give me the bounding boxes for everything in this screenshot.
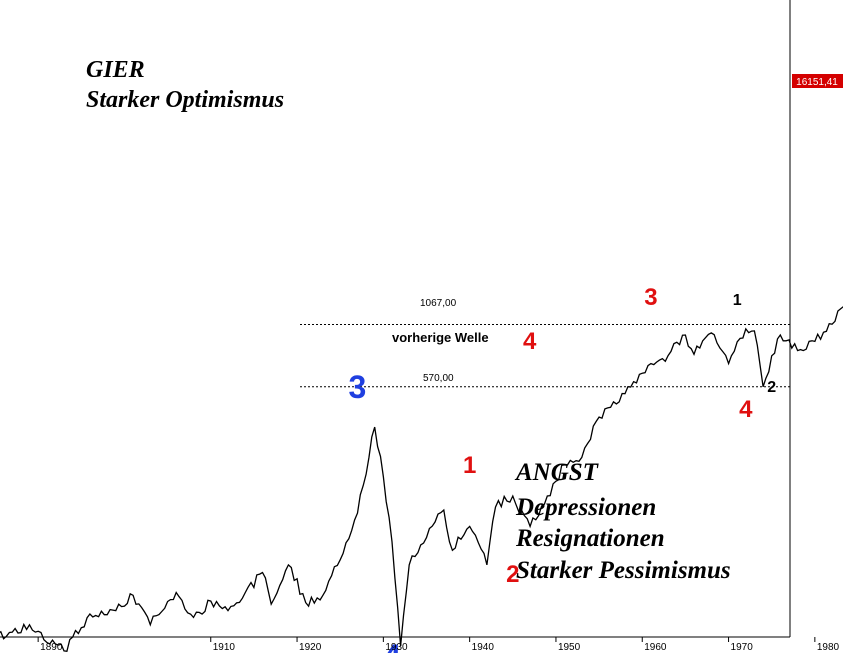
x-tick-label: 1910	[213, 642, 236, 653]
wave-label: 3	[349, 369, 367, 405]
wave-label: 4	[739, 396, 753, 423]
greed-subtitle: Starker Optimismus	[86, 87, 284, 113]
wave-label: 3	[644, 284, 657, 311]
x-tick-label: 1950	[558, 642, 581, 653]
last-price-label: 16151,41	[796, 77, 838, 88]
plot-frame	[0, 0, 791, 638]
fear-line-1: Depressionen	[515, 494, 656, 521]
greed-title: GIER	[86, 57, 145, 83]
wave-label: 2	[506, 561, 519, 588]
lower-level-label: 570,00	[423, 373, 454, 384]
series-layer	[0, 306, 843, 653]
dashed-levels	[300, 323, 790, 388]
greed-block: GIER Starker Optimismus	[86, 57, 284, 113]
x-tick-label: 1970	[731, 642, 754, 653]
wave-label: 1	[463, 452, 476, 479]
range-labels: 1067,00 570,00 vorherige Welle 4	[392, 298, 537, 384]
x-tick-label: 1980	[817, 642, 840, 653]
x-tick-labels: 1890191019201930194019501960197019801990…	[37, 637, 840, 653]
fear-line-3: Starker Pessimismus	[516, 557, 731, 584]
fear-title: ANGST	[514, 459, 600, 486]
range-wave-number: 4	[523, 328, 537, 355]
x-tick-label: 1940	[472, 642, 495, 653]
wave-label: 2	[767, 379, 776, 396]
fear-block: ANGST Depressionen Resignationen Starker…	[514, 459, 731, 584]
last-price-badge: 16151,41	[792, 74, 843, 88]
x-tick-label: 1920	[299, 642, 322, 653]
wave-label: 1	[733, 292, 742, 309]
series-line-historical	[0, 306, 843, 653]
fear-line-2: Resignationen	[515, 525, 665, 552]
x-tick-label: 1960	[644, 642, 667, 653]
range-label: vorherige Welle	[392, 330, 489, 345]
last-price-box	[792, 74, 843, 88]
x-tick-label: 1930	[385, 642, 408, 653]
wave-labels: 55512134bc4a235ba1435c231243124	[349, 284, 777, 653]
wave-label: 4	[383, 638, 401, 653]
upper-level-label: 1067,00	[420, 298, 457, 309]
x-tick-label: 1890	[40, 642, 63, 653]
